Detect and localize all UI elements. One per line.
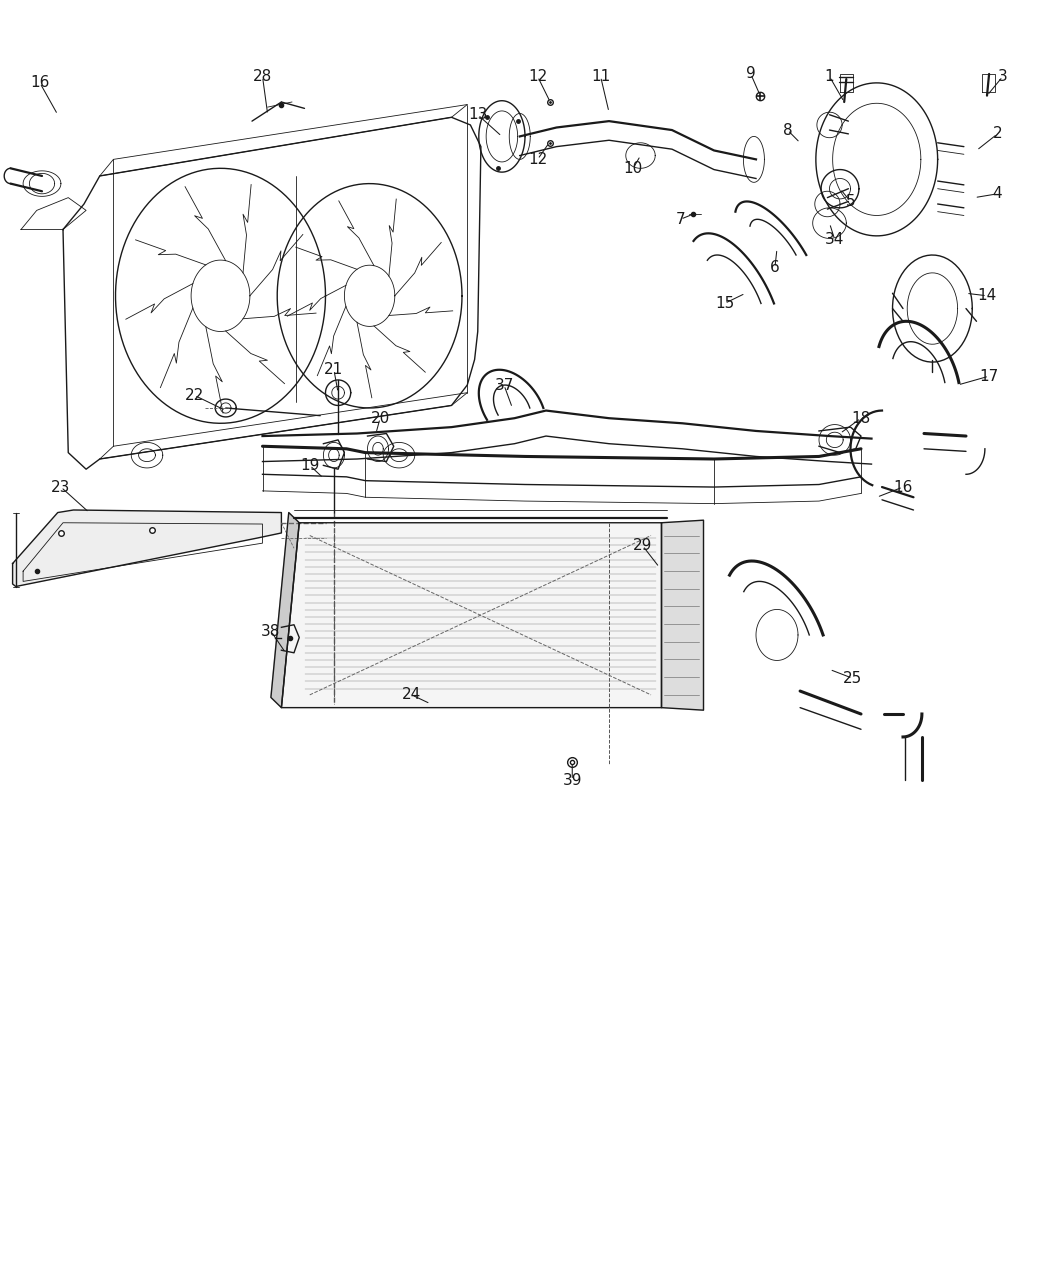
Text: 28: 28 xyxy=(253,69,272,84)
Text: 23: 23 xyxy=(51,479,70,495)
Text: 12: 12 xyxy=(528,152,547,167)
Text: 3: 3 xyxy=(998,69,1008,84)
Text: 18: 18 xyxy=(852,411,870,426)
Text: 17: 17 xyxy=(980,368,999,384)
Polygon shape xyxy=(281,523,662,708)
Text: 7: 7 xyxy=(675,212,686,227)
Text: 15: 15 xyxy=(715,296,734,311)
Text: 39: 39 xyxy=(563,773,582,788)
Text: 9: 9 xyxy=(746,66,756,82)
Polygon shape xyxy=(271,513,299,708)
Text: 38: 38 xyxy=(261,623,280,639)
Text: 8: 8 xyxy=(782,122,793,138)
Text: 2: 2 xyxy=(992,126,1003,142)
Text: 10: 10 xyxy=(624,161,643,176)
Polygon shape xyxy=(13,510,281,586)
Polygon shape xyxy=(662,520,704,710)
Text: 34: 34 xyxy=(825,232,844,247)
Text: 6: 6 xyxy=(770,260,780,275)
Text: 22: 22 xyxy=(185,388,204,403)
Text: 1: 1 xyxy=(824,69,835,84)
Text: 20: 20 xyxy=(371,411,390,426)
Text: 5: 5 xyxy=(845,194,856,209)
Text: 11: 11 xyxy=(591,69,610,84)
Text: 4: 4 xyxy=(992,186,1003,201)
Text: 14: 14 xyxy=(978,288,996,303)
Text: 13: 13 xyxy=(468,107,487,122)
Text: 29: 29 xyxy=(633,538,652,553)
Text: 25: 25 xyxy=(843,671,862,686)
Text: 37: 37 xyxy=(495,377,513,393)
Text: 19: 19 xyxy=(300,458,319,473)
Text: 16: 16 xyxy=(30,75,49,91)
Text: 24: 24 xyxy=(402,687,421,703)
Text: 21: 21 xyxy=(324,362,343,377)
Text: 12: 12 xyxy=(528,69,547,84)
Text: 16: 16 xyxy=(894,479,912,495)
